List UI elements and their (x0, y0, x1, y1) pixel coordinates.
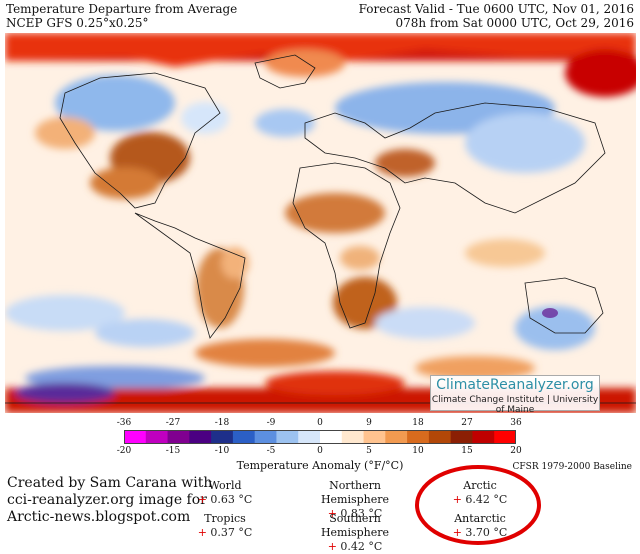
stat-world-value: + 0.63 °C (197, 493, 253, 506)
forecast-valid: Forecast Valid - Tue 0600 UTC, Nov 01, 2… (358, 2, 634, 16)
fahrenheit-tick-label: -18 (214, 418, 230, 428)
model-label: NCEP GFS 0.25°x0.25° (6, 16, 149, 30)
stat-northern-hemisphere: Northern Hemisphere + 0.83 °C (295, 479, 415, 521)
climate-reanalyzer-logo: ClimateReanalyzer.org Climate Change Ins… (430, 375, 600, 415)
celsius-tick-label: 20 (510, 446, 522, 456)
map-title: Temperature Departure from Average (6, 2, 238, 16)
brand-subtitle: Climate Change Institute | University of… (431, 395, 599, 415)
fahrenheit-tick-label: 9 (366, 418, 372, 428)
color-scale-swatch (232, 430, 256, 444)
stat-arctic-value: + 6.42 °C (452, 493, 508, 506)
stat-tropics-label: Tropics (204, 512, 246, 525)
stat-antarctic: Antarctic + 3.70 °C (440, 512, 520, 540)
color-scale-swatch (298, 430, 321, 444)
color-scale-swatch (385, 430, 408, 444)
stat-nh-label: Northern Hemisphere (320, 479, 390, 506)
celsius-tick-label: 0 (317, 446, 323, 456)
stat-arctic-label: Arctic (463, 479, 497, 492)
color-scale-swatch (320, 430, 343, 444)
celsius-tick-label: -15 (165, 446, 181, 456)
color-scale-swatch (124, 430, 147, 444)
stat-tropics-value: + 0.37 °C (197, 526, 253, 539)
celsius-tick-label: -10 (214, 446, 230, 456)
color-scale-swatch (167, 430, 190, 444)
credit-line-2: cci-reanalyzer.org image for (7, 492, 207, 508)
color-scale-swatch (341, 430, 365, 444)
color-scale-swatch (276, 430, 299, 444)
stat-sh-label: Southern Hemisphere (320, 512, 390, 539)
credit-line-1: Created by Sam Carana with (7, 475, 213, 491)
credit-text: Created by Sam Carana with cci-reanalyze… (7, 475, 212, 526)
color-scale-swatch (211, 430, 234, 444)
stat-nh-value: + 0.83 °C (327, 507, 383, 520)
fahrenheit-tick-label: 36 (510, 418, 522, 428)
celsius-tick-label: -5 (266, 446, 276, 456)
color-scale-swatch (428, 430, 452, 444)
stat-world: World + 0.63 °C (190, 479, 260, 507)
credit-line-3: Arctic-news.blogspot.com (7, 509, 191, 525)
color-scale-swatch (254, 430, 277, 444)
stat-tropics: Tropics + 0.37 °C (190, 512, 260, 540)
stat-world-label: World (208, 479, 242, 492)
baseline-note: CFSR 1979-2000 Baseline (512, 462, 632, 472)
stat-southern-hemisphere: Southern Hemisphere + 0.42 °C (295, 512, 415, 554)
stat-antarctic-label: Antarctic (454, 512, 506, 525)
stat-antarctic-value: + 3.70 °C (452, 526, 508, 539)
fahrenheit-tick-label: -36 (116, 418, 132, 428)
celsius-tick-label: 10 (412, 446, 424, 456)
stat-arctic: Arctic + 6.42 °C (440, 479, 520, 507)
color-scale-bar (124, 430, 516, 444)
brand-name: ClimateReanalyzer.org (436, 377, 594, 393)
anomaly-map (5, 33, 636, 413)
highlight-circle (415, 465, 541, 545)
fahrenheit-tick-label: -9 (266, 418, 276, 428)
anomaly-field (5, 33, 636, 413)
color-scale-swatch (145, 430, 169, 444)
color-scale-swatch (472, 430, 495, 444)
color-scale-label: Temperature Anomaly (°F/°C) (236, 459, 404, 472)
color-scale-swatch (407, 430, 430, 444)
color-scale-swatch (363, 430, 386, 444)
celsius-tick-label: 5 (366, 446, 372, 456)
color-scale-swatch (450, 430, 473, 444)
celsius-tick-label: -20 (116, 446, 132, 456)
color-scale-swatch (494, 430, 516, 444)
stat-sh-value: + 0.42 °C (327, 540, 383, 553)
fahrenheit-tick-label: 0 (317, 418, 323, 428)
fahrenheit-tick-label: 27 (461, 418, 473, 428)
fahrenheit-tick-label: -27 (165, 418, 181, 428)
fahrenheit-tick-label: 18 (412, 418, 424, 428)
celsius-tick-label: 15 (461, 446, 473, 456)
forecast-run: 078h from Sat 0000 UTC, Oct 29, 2016 (395, 16, 634, 30)
color-scale-swatch (189, 430, 212, 444)
